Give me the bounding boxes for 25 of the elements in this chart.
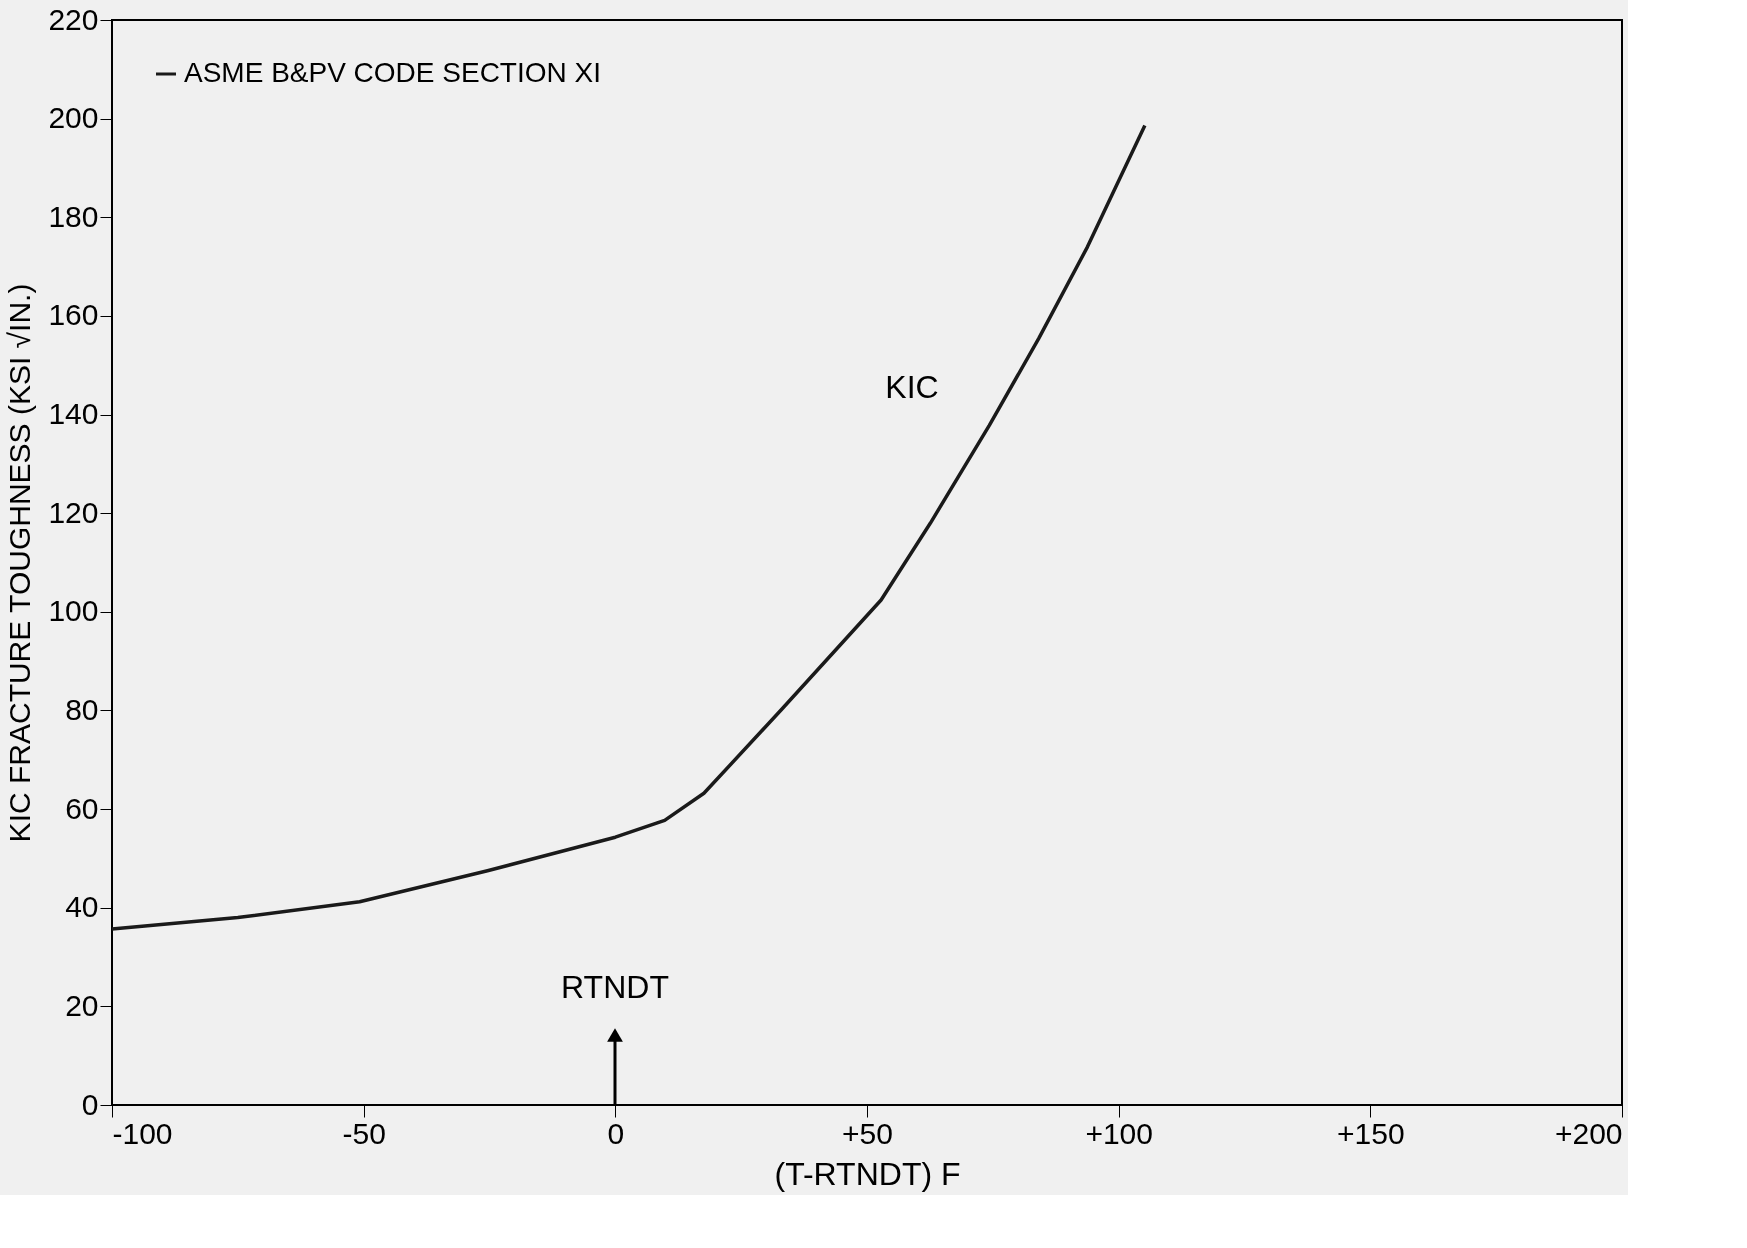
annotation: RTNDT: [561, 969, 669, 1005]
y-tick-label: 100: [48, 594, 99, 628]
x-tick-label: -100: [112, 1116, 173, 1150]
x-tick-label: +150: [1337, 1116, 1405, 1150]
y-axis-title: KIC FRACTURE TOUGHNESS (KSI √IN.): [3, 283, 37, 843]
annotation: KIC: [885, 369, 939, 405]
y-tick-label: 180: [48, 199, 99, 233]
line-series: [110, 123, 1147, 931]
x-tick-label: 0: [607, 1116, 625, 1150]
x-tick-label: +100: [1085, 1116, 1153, 1150]
y-tick-label: 20: [65, 988, 99, 1022]
y-tick-label: 140: [48, 397, 99, 431]
x-tick-label: +200: [1554, 1116, 1623, 1150]
x-tick-label: -50: [342, 1116, 386, 1150]
y-tick-label: 200: [48, 101, 99, 135]
y-tick-label: 0: [81, 1087, 99, 1121]
x-tick-label: +50: [842, 1116, 893, 1150]
y-tick-label: 40: [65, 890, 99, 924]
y-tick-label: 160: [48, 298, 99, 332]
y-tick-label: 60: [65, 791, 99, 825]
legend-label: ASME B&PV CODE SECTION XI: [184, 57, 601, 88]
y-tick-label: 220: [48, 2, 99, 36]
y-tick-label: 120: [48, 495, 99, 529]
y-tick-label: 80: [65, 692, 99, 726]
x-axis-title: (T-RTNDT) F: [774, 1155, 961, 1192]
